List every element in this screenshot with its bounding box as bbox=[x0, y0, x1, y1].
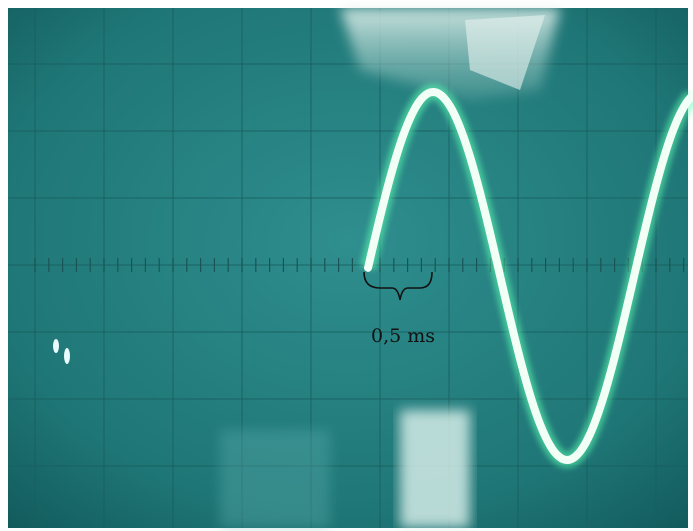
sine-trace bbox=[364, 87, 693, 465]
glare bbox=[400, 410, 470, 528]
annotation: 0,5 ms bbox=[371, 325, 435, 347]
glare bbox=[53, 339, 59, 353]
glare bbox=[465, 15, 545, 90]
glare bbox=[64, 348, 70, 364]
screen bbox=[8, 8, 688, 528]
brace bbox=[363, 271, 433, 301]
glare bbox=[220, 430, 330, 528]
